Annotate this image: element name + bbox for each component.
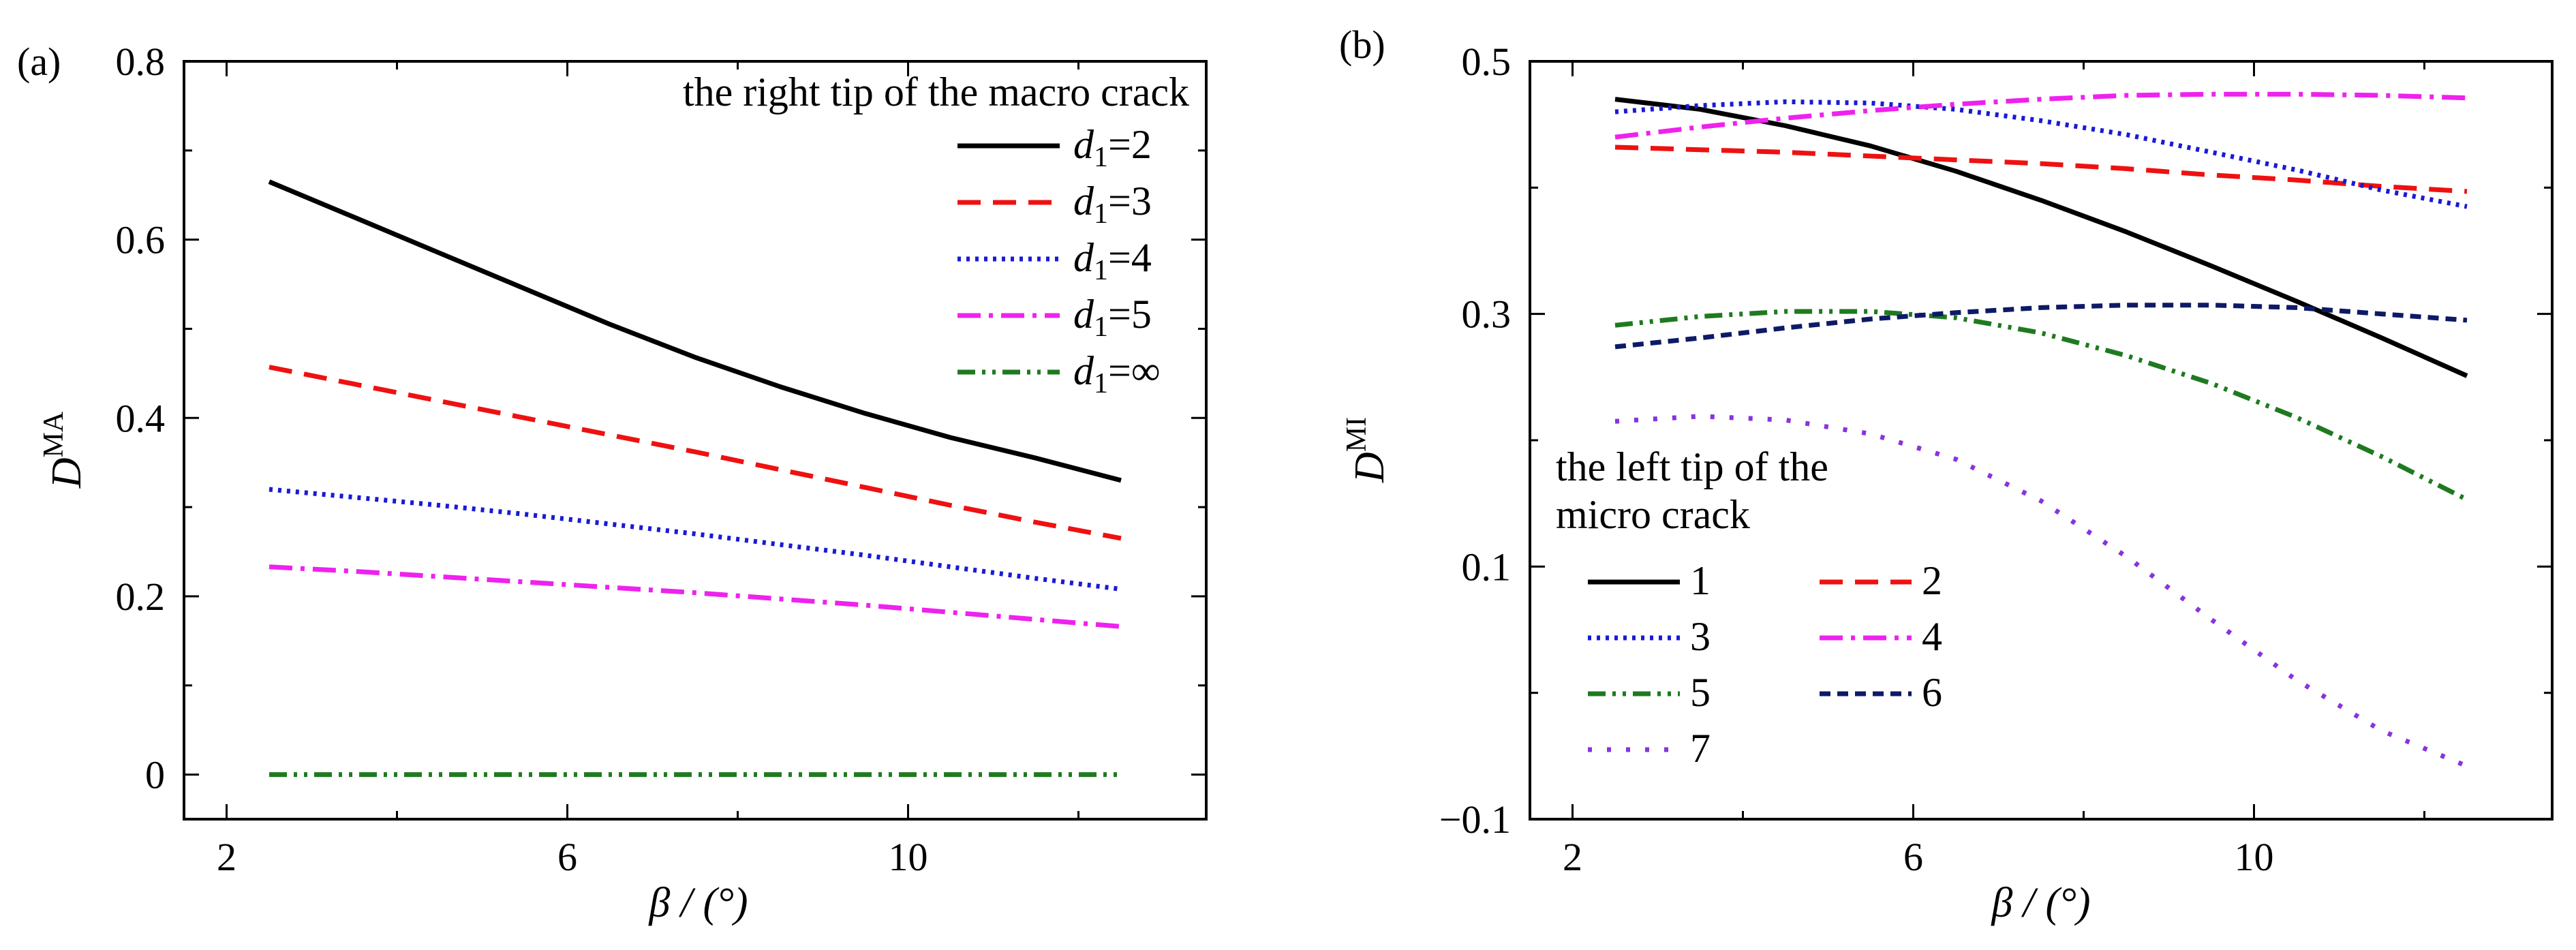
panel-a-y-tick-label: 0.4	[116, 396, 166, 440]
panel-a-x-tick-label: 10	[889, 835, 928, 879]
panel-b-y-tick-label: 0.5	[1462, 40, 1512, 84]
panel-b-chart: (b) −0.1 0.1 0.3 0.5 2 6 10 DMI β / (°) the l…	[1339, 22, 2554, 926]
panel-b-legend-label-3: 3	[1690, 614, 1711, 659]
panel-b-x-tick-label: 10	[2235, 835, 2274, 879]
panel-b-series-line-4	[1614, 91, 2468, 140]
panel-a-y-axis-title: DMA	[38, 411, 90, 489]
panel-b-x-tick-label: 2	[1563, 835, 1582, 879]
panel-b-y-tick-label: 0.3	[1462, 292, 1512, 337]
panel-a-series-line-4	[269, 564, 1122, 629]
panel-b-y-axis-title: DMI	[1341, 417, 1393, 483]
panel-b-legend-title-line-1: the left tip of the	[1556, 444, 1828, 489]
panel-a-y-tick-labels: 0 0.2 0.4 0.6 0.8	[116, 40, 166, 797]
panel-b-legend: 1 2 3 4 5 6 7	[1588, 558, 1942, 771]
panel-a-x-tick-labels: 2 6 10	[217, 835, 928, 879]
panel-a-series-line-2	[269, 365, 1122, 541]
panel-b-series-line-3	[1614, 99, 2468, 209]
panel-a-x-tick-label: 2	[217, 835, 236, 879]
panel-b-y-tick-labels: −0.1 0.1 0.3 0.5	[1439, 40, 1511, 842]
panel-b-legend-title-line-2: micro crack	[1556, 492, 1750, 537]
panel-a-x-axis-title: β / (°)	[648, 880, 748, 926]
panel-a-ticks	[184, 60, 1206, 819]
panel-a-legend-label-5: d1=∞	[1073, 348, 1161, 399]
panel-b-y-tick-label: −0.1	[1439, 797, 1511, 842]
panel-b-series-line-7	[1614, 414, 2468, 769]
panel-a-frame	[183, 60, 1208, 821]
panel-b-legend-label-1: 1	[1690, 558, 1711, 603]
panel-b-legend-label-7: 7	[1690, 726, 1711, 771]
panel-a-y-tick-label: 0.2	[116, 574, 166, 619]
panel-a-series-line-1	[268, 179, 1122, 483]
panel-a-legend-label-3: d1=4	[1073, 235, 1152, 286]
panel-b-legend-label-5: 5	[1690, 670, 1711, 715]
panel-b-y-tick-label: 0.1	[1462, 545, 1512, 589]
panel-a-legend: d1=2 d1=3d1=4 d1=5d1=∞	[957, 122, 1161, 399]
panel-b-x-axis-title: β / (°)	[1991, 880, 2090, 926]
panel-a-series	[268, 179, 1122, 778]
panel-b-legend-label-4: 4	[1922, 614, 1942, 659]
panel-b-series-line-6	[1614, 303, 2468, 350]
panel-b-series	[1614, 91, 2468, 769]
panel-b-series-line-5	[1614, 309, 2468, 502]
panel-a-x-tick-label: 6	[557, 835, 577, 879]
panel-b-series-line-2	[1614, 144, 2468, 194]
panel-a-legend-label-1: d1=2	[1073, 122, 1152, 173]
panel-a-chart: (a) 0 0.2 0.4 0.6 0.8 2 6 10 DMA β / (°) the r…	[17, 40, 1208, 926]
panel-a-y-tick-label: 0	[145, 753, 165, 797]
panel-a-legend-label-2: d1=3	[1073, 179, 1152, 230]
panel-b-ticks	[1530, 60, 2552, 821]
panel-a-y-tick-label: 0.8	[116, 40, 166, 84]
panel-b-x-tick-labels: 2 6 10	[1563, 835, 2274, 879]
panel-a-series-line-3	[269, 487, 1122, 592]
panel-a-y-tick-label: 0.6	[116, 218, 166, 262]
panel-b-legend-label-2: 2	[1922, 558, 1942, 603]
panel-b-x-tick-label: 6	[1903, 835, 1923, 879]
panel-b-legend-label-6: 6	[1922, 670, 1942, 715]
panel-b-frame	[1529, 60, 2554, 821]
panel-b-label: (b)	[1339, 22, 1385, 67]
panel-a-legend-title: the right tip of the macro crack	[683, 70, 1189, 114]
panel-a-legend-label-4: d1=5	[1073, 292, 1152, 343]
panel-a-label: (a)	[17, 40, 61, 84]
